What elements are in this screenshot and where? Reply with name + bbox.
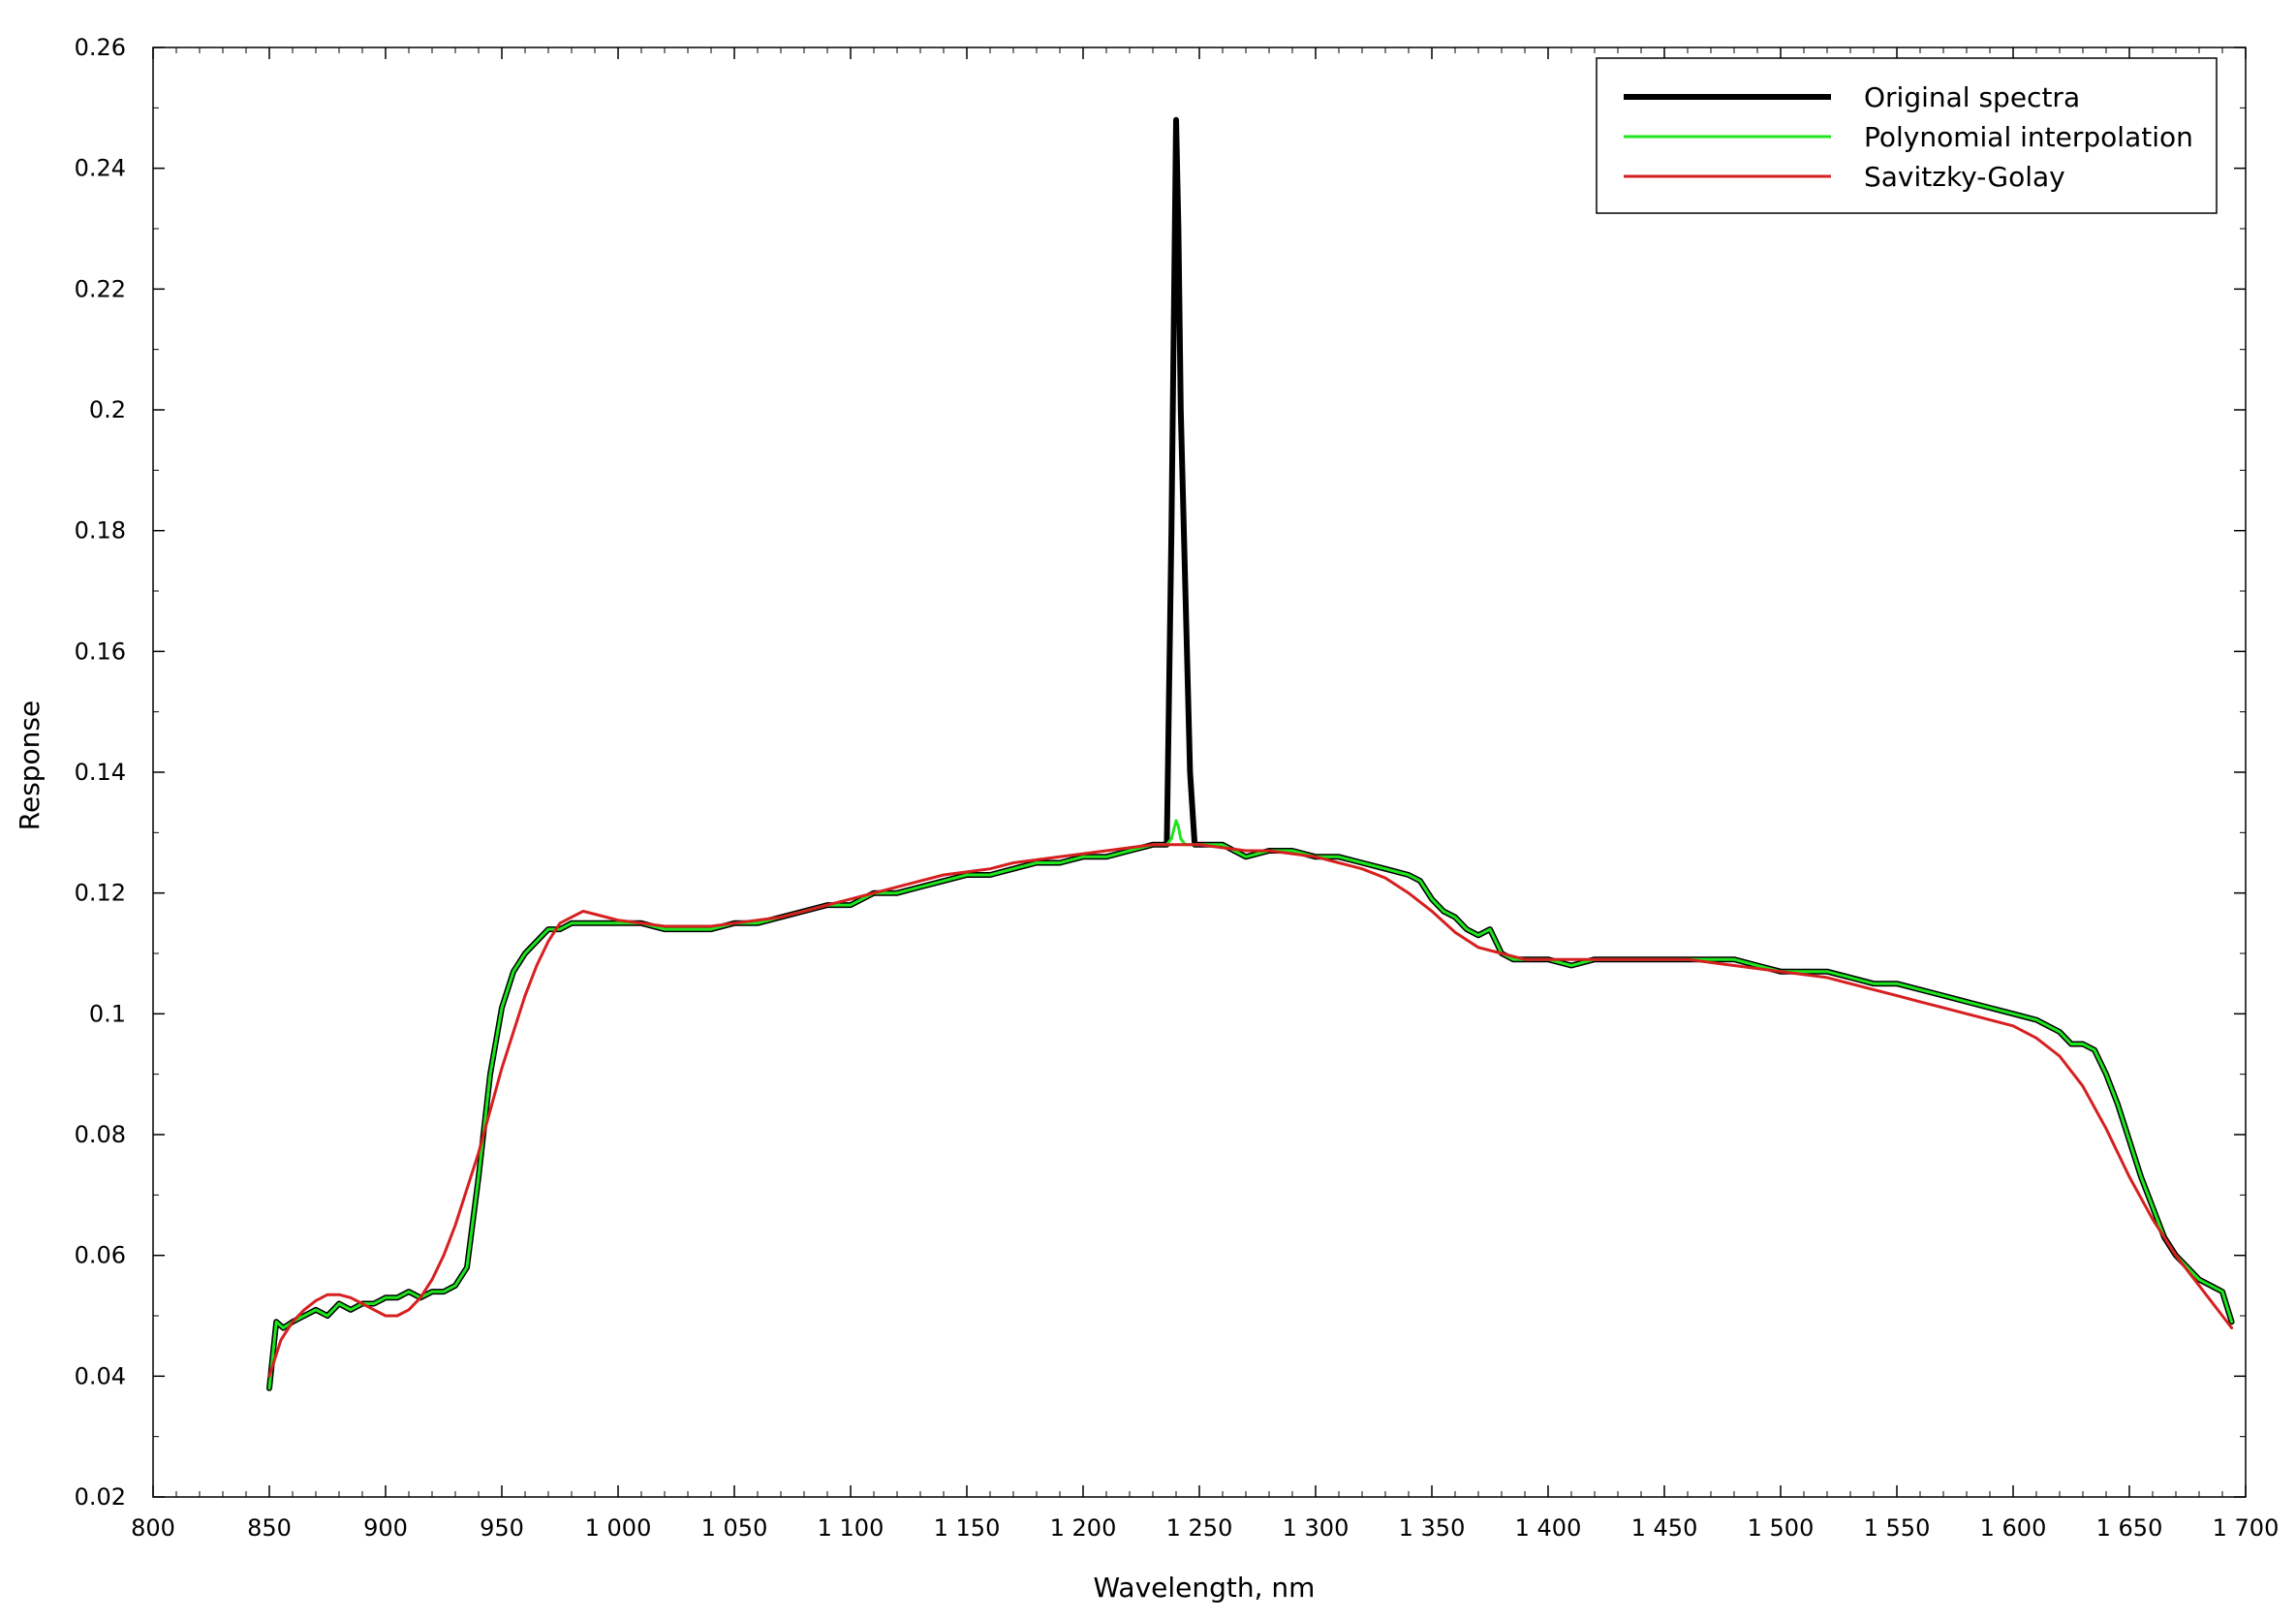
x-tick-label: 1 500	[1748, 1514, 1815, 1542]
y-axis-title: Response	[14, 701, 46, 830]
x-axis: 800 850 900 950 1 000 1 050 1 100 1 150 1 200 1 2…	[131, 47, 2279, 1542]
legend: Original spectra Polynomial interpolation…	[1596, 57, 2218, 214]
x-tick-label: 1 550	[1864, 1514, 1931, 1542]
y-tick-label: 0.14	[75, 759, 126, 786]
x-tick-label: 1 000	[585, 1514, 652, 1542]
x-tick-label: 1 450	[1631, 1514, 1698, 1542]
x-axis-title: Wavelength, nm	[1094, 1572, 1316, 1604]
x-tick-label: 1 200	[1050, 1514, 1117, 1542]
x-tick-label: 1 300	[1283, 1514, 1350, 1542]
y-tick-label: 0.12	[75, 880, 126, 907]
x-tick-label: 850	[247, 1514, 292, 1542]
y-tick-label: 0.16	[75, 638, 126, 665]
x-tick-label: 1 400	[1515, 1514, 1582, 1542]
x-tick-label: 1 100	[818, 1514, 884, 1542]
y-tick-label: 0.24	[75, 155, 126, 182]
y-tick-label: 0.08	[75, 1121, 126, 1148]
y-tick-label: 0.1	[89, 1000, 126, 1027]
x-tick-label: 1 150	[934, 1514, 1001, 1542]
x-tick-label: 800	[131, 1514, 175, 1542]
x-tick-label: 900	[363, 1514, 408, 1542]
legend-label-3: Savitzky-Golay	[1864, 161, 2065, 193]
series-layer	[266, 116, 2235, 1391]
x-tick-label: 1 700	[2213, 1514, 2280, 1542]
series-line-3	[267, 843, 2234, 1378]
x-tick-label: 1 650	[2096, 1514, 2163, 1542]
legend-label-1: Original spectra	[1864, 81, 2080, 113]
y-axis: 0.02 0.04 0.06 0.08 0.1 0.12 0.14 0.16 0.18 0.2 0.…	[75, 34, 2246, 1511]
y-tick-label: 0.26	[75, 34, 126, 61]
x-tick-label: 950	[480, 1514, 524, 1542]
y-tick-label: 0.22	[75, 275, 126, 302]
x-tick-label: 1 050	[701, 1514, 768, 1542]
y-tick-label: 0.06	[75, 1242, 126, 1269]
y-tick-label: 0.2	[89, 396, 126, 423]
x-tick-label: 1 600	[1980, 1514, 2047, 1542]
y-tick-label: 0.18	[75, 517, 126, 545]
x-tick-label: 1 350	[1399, 1514, 1466, 1542]
y-tick-label: 0.02	[75, 1483, 126, 1511]
y-tick-label: 0.04	[75, 1362, 126, 1389]
x-tick-label: 1 250	[1166, 1514, 1233, 1542]
legend-label-2: Polynomial interpolation	[1864, 121, 2193, 153]
